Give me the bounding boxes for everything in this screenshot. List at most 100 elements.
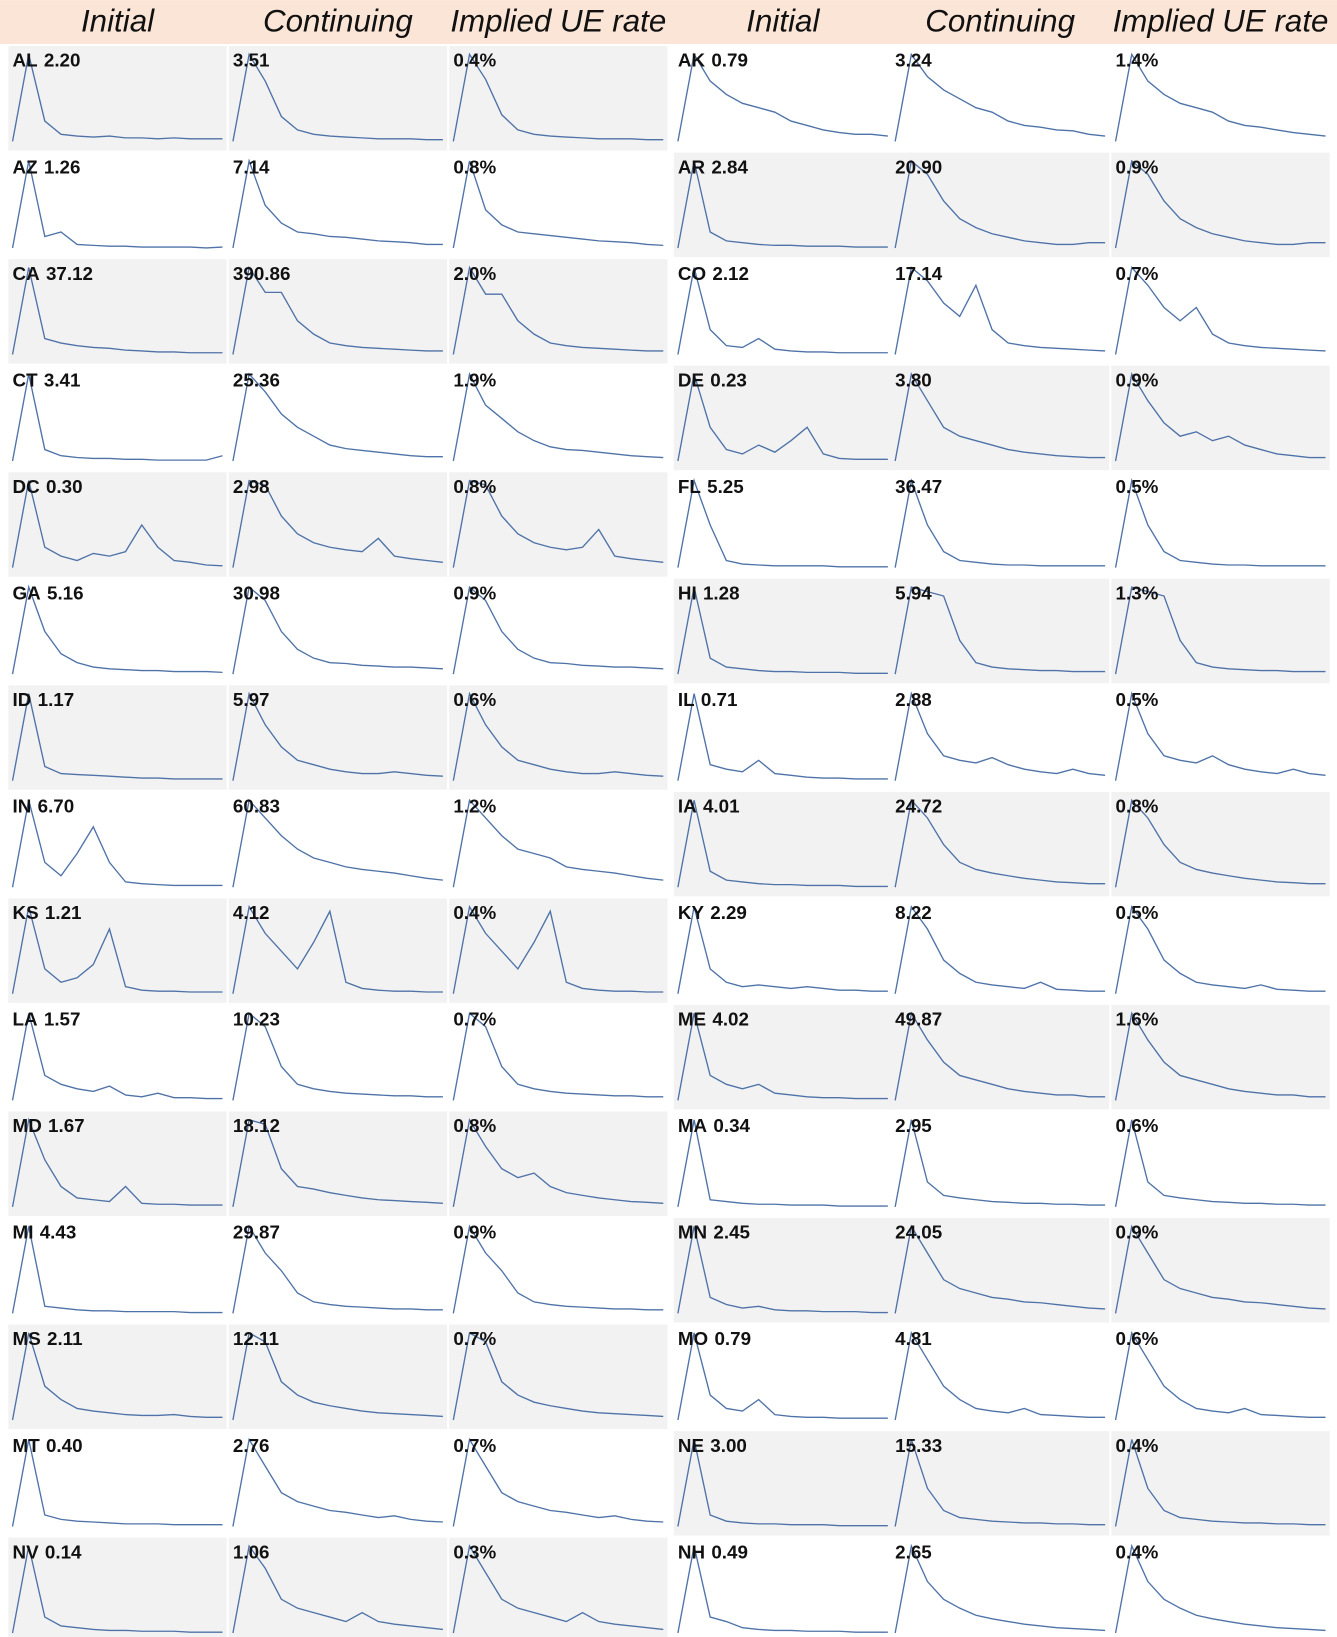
value-label: 0.7% — [453, 1009, 496, 1030]
value-label: 60.83 — [233, 796, 280, 817]
sparkline — [232, 798, 443, 888]
cell-label: 0.7% — [453, 1009, 496, 1030]
sparkline — [1114, 478, 1326, 568]
value-label: 3.41 — [44, 369, 81, 390]
value-label: 1.06 — [233, 1541, 270, 1562]
cell-label: 60.83 — [233, 796, 280, 817]
value-label: 4.02 — [712, 1009, 749, 1030]
cell-background — [449, 578, 668, 684]
cell-background — [8, 898, 227, 1003]
cell-background — [228, 1111, 448, 1216]
state-code: LA — [13, 1009, 38, 1030]
sparkline — [894, 1543, 1106, 1634]
cell-background — [673, 365, 893, 471]
cell-background — [673, 578, 893, 684]
cell-background — [890, 259, 1110, 364]
cell-label: 5.97 — [233, 689, 270, 710]
cell-label: 49.87 — [895, 1009, 942, 1030]
value-label: 5.25 — [707, 476, 744, 497]
value-label: 0.34 — [713, 1115, 750, 1136]
column-header: Continuing — [925, 3, 1075, 38]
cell-label: 20.90 — [895, 156, 942, 177]
cell-background — [228, 578, 448, 684]
value-label: 3.24 — [895, 50, 932, 71]
sparkline — [894, 1119, 1106, 1207]
value-label: 0.9% — [453, 582, 496, 603]
cell-label: MT 0.40 — [13, 1435, 83, 1456]
cell-label: 0.6% — [1116, 1115, 1159, 1136]
cell-label: 4.12 — [233, 902, 270, 923]
value-label: 0.4% — [1116, 1435, 1159, 1456]
sparkline — [452, 1544, 664, 1634]
sparkline — [894, 159, 1106, 249]
sparkline — [1114, 159, 1326, 249]
state-code: IA — [678, 796, 697, 817]
value-label: 2.76 — [233, 1435, 270, 1456]
cell-background — [673, 1004, 893, 1110]
cell-background — [673, 898, 893, 1003]
cell-background — [1111, 685, 1330, 790]
cell-label: 2.76 — [233, 1435, 270, 1456]
cell-background — [890, 1218, 1110, 1323]
sparkline — [11, 1117, 223, 1207]
sparkline — [677, 693, 888, 781]
value-label: 2.98 — [233, 476, 270, 497]
sparkline — [232, 1544, 443, 1634]
cell-background — [673, 259, 893, 364]
sparkline — [11, 373, 223, 462]
value-label: 0.4% — [453, 902, 496, 923]
cell-background — [890, 1111, 1110, 1216]
sparkline — [11, 160, 223, 249]
value-label: 3.80 — [895, 369, 932, 390]
sparkline — [452, 1012, 664, 1101]
cell-label: 0.4% — [1116, 1435, 1159, 1456]
value-label: 29.87 — [233, 1222, 280, 1243]
cell-label: FL 5.25 — [678, 476, 744, 497]
sparkline — [1114, 1331, 1326, 1421]
state-code: AR — [678, 156, 706, 177]
cell-background — [449, 1111, 668, 1216]
state-code: AZ — [13, 156, 38, 177]
sparkline — [894, 266, 1106, 355]
cell-label: 0.7% — [453, 1435, 496, 1456]
value-label: 30.98 — [233, 582, 280, 603]
cell-label: 0.9% — [453, 582, 496, 603]
cell-label: 0.8% — [453, 1115, 496, 1136]
value-label: 0.71 — [701, 689, 738, 710]
sparkline — [11, 267, 223, 355]
value-label: 1.4% — [1116, 50, 1159, 71]
value-label: 1.57 — [44, 1009, 81, 1030]
cell-label: DE 0.23 — [678, 369, 747, 390]
cell-label: MA 0.34 — [678, 1115, 751, 1136]
value-label: 390.86 — [233, 263, 291, 284]
cell-label: DC 0.30 — [13, 476, 83, 497]
value-label: 3.51 — [233, 50, 270, 71]
cell-background — [228, 791, 448, 897]
state-code: MN — [678, 1222, 707, 1243]
cell-background — [1111, 365, 1330, 471]
cell-label: MD 1.67 — [13, 1115, 85, 1136]
cell-label: 0.7% — [453, 1328, 496, 1349]
value-label: 0.6% — [1116, 1115, 1159, 1136]
cell-label: MO 0.79 — [678, 1328, 751, 1349]
state-code: IN — [13, 796, 32, 817]
value-label: 0.14 — [45, 1541, 82, 1562]
sparkline — [452, 371, 664, 462]
cell-label: 8.22 — [895, 902, 932, 923]
value-label: 8.22 — [895, 902, 932, 923]
value-label: 1.6% — [1116, 1009, 1159, 1030]
value-label: 2.95 — [895, 1115, 932, 1136]
cell-label: 15.33 — [895, 1435, 942, 1456]
sparkline — [1114, 798, 1326, 888]
cell-label: 0.9% — [453, 1222, 496, 1243]
value-label: 1.67 — [48, 1115, 85, 1136]
cell-background — [8, 46, 227, 151]
sparkline — [894, 586, 1106, 675]
state-code: KY — [678, 902, 705, 923]
value-label: 2.0% — [453, 263, 496, 284]
value-label: 0.30 — [46, 476, 83, 497]
sparkline — [11, 584, 223, 675]
cell-background — [228, 1537, 448, 1637]
sparkline — [894, 52, 1106, 142]
sparkline — [1114, 52, 1326, 142]
